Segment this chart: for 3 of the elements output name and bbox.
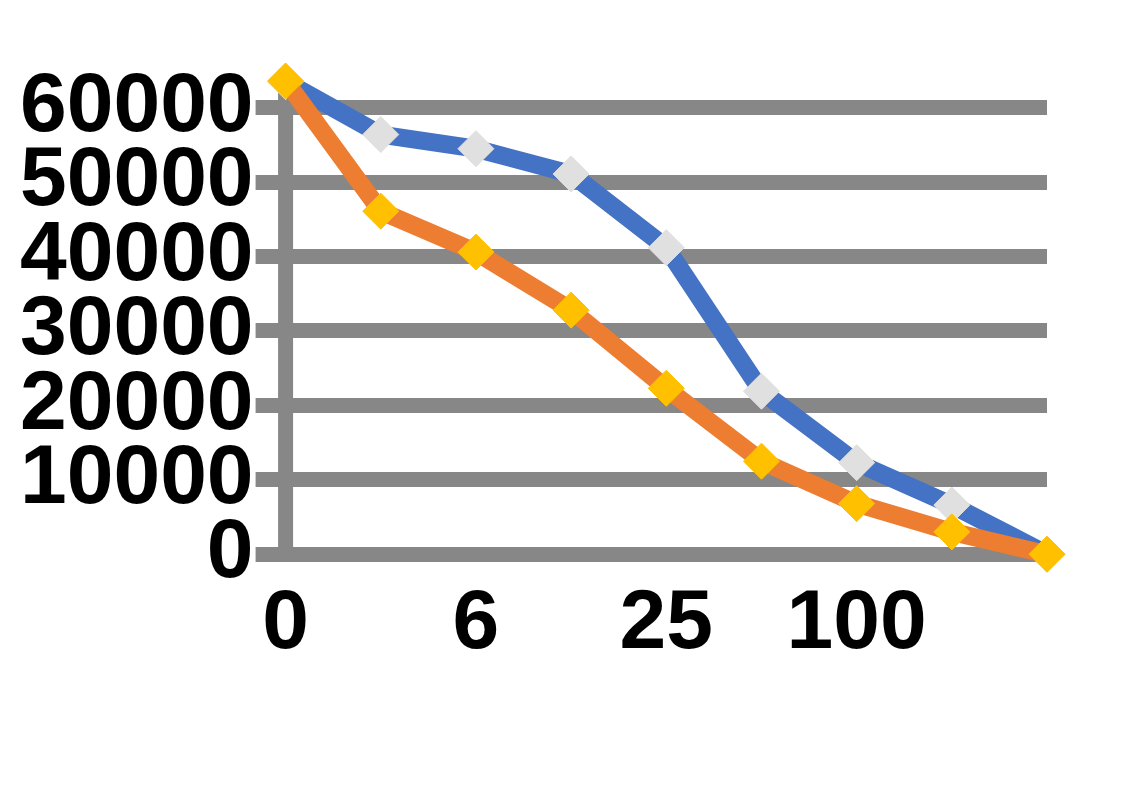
x-tick-label: 100 [786,571,927,666]
x-tick-label: 25 [619,571,714,666]
x-tick-label: 6 [452,571,500,666]
